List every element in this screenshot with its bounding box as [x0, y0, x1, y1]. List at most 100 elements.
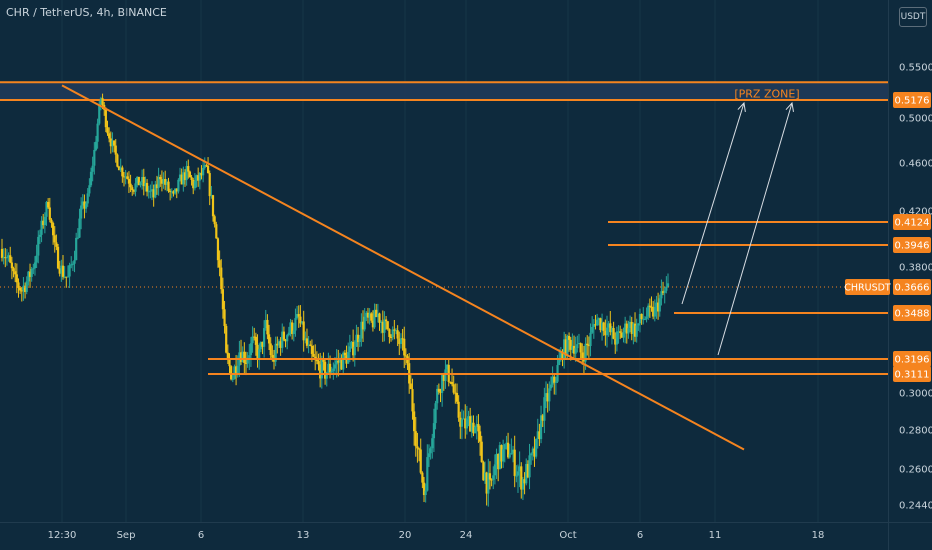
candle-body: [218, 260, 221, 268]
time-tick-label: 20: [399, 530, 412, 541]
candle-body: [569, 339, 572, 350]
candle-body: [361, 321, 365, 330]
candle-body: [4, 257, 7, 259]
candle-body: [70, 264, 73, 266]
candle-body: [523, 479, 526, 484]
candle-body: [61, 265, 65, 277]
candle-body: [56, 246, 60, 269]
candle-body: [48, 207, 51, 220]
candle-body: [236, 365, 239, 374]
candle-body: [287, 332, 290, 336]
candle-body: [193, 180, 196, 189]
candle-body: [561, 352, 564, 360]
candle-body: [508, 454, 511, 458]
candle-body: [19, 287, 22, 291]
price-tick-label: 0.2440: [899, 501, 932, 512]
candle-body: [549, 384, 553, 389]
candle-body: [401, 338, 404, 340]
price-tick-label: 0.2800: [899, 426, 932, 437]
candle-body: [637, 323, 640, 326]
price-badge-label: 0.4124: [895, 218, 930, 229]
candle-body: [20, 290, 23, 292]
candle-body: [80, 205, 83, 219]
time-tick-label: Sep: [117, 530, 136, 541]
price-badge-label: 0.3666: [895, 283, 930, 294]
candle-body: [167, 181, 170, 191]
candle-body: [173, 188, 177, 194]
candle-body: [43, 216, 46, 226]
candle-body: [652, 306, 655, 317]
price-badge: [893, 279, 931, 295]
candle-body: [665, 286, 668, 291]
currency-selector[interactable]: USDT: [899, 7, 927, 27]
symbol-badge-label: CHRUSDT: [844, 283, 891, 294]
candle-body: [572, 345, 576, 354]
time-tick-label: 11: [709, 530, 722, 541]
candle-body: [28, 271, 32, 277]
candle-body: [93, 149, 96, 166]
price-tick-label: 0.5500: [899, 63, 932, 74]
candle-body: [276, 343, 279, 346]
candle-body: [441, 374, 444, 393]
candle-body: [27, 271, 30, 282]
candle-body: [597, 318, 600, 320]
price-badge: [893, 366, 931, 382]
candle-body: [627, 328, 630, 334]
candle-body: [539, 415, 543, 440]
candle-body: [371, 320, 375, 328]
candle-body: [624, 323, 627, 333]
candle-body: [492, 475, 495, 480]
candle-body: [500, 445, 503, 462]
candle-body: [614, 338, 617, 345]
candle-body: [607, 323, 610, 328]
price-badge-label: 0.3196: [895, 355, 930, 366]
candle-body: [661, 291, 665, 293]
candle-body: [261, 341, 264, 347]
candle-body: [444, 369, 447, 381]
candle-body: [389, 336, 393, 338]
candle-body: [385, 319, 388, 322]
candle-body: [233, 366, 236, 379]
candle-body: [68, 265, 71, 277]
candle-body: [516, 471, 520, 476]
candle-body: [536, 431, 539, 439]
candle-body: [289, 322, 292, 333]
candle-body: [343, 352, 346, 356]
candle-body: [657, 302, 660, 312]
candle-body: [84, 203, 88, 209]
candle-body: [197, 175, 200, 181]
candle-body: [63, 276, 66, 278]
candle-body: [164, 179, 167, 185]
candle-body: [35, 255, 38, 263]
candle-body: [386, 321, 389, 330]
candle-body: [108, 133, 111, 139]
candle-body: [198, 173, 201, 181]
candle-body: [23, 285, 27, 292]
candle-body: [352, 341, 355, 356]
candle-body: [548, 388, 551, 402]
candle-body: [96, 123, 99, 142]
candle-body: [431, 438, 434, 449]
candle-body: [159, 176, 162, 180]
candle-body: [162, 179, 165, 184]
candle-body: [208, 173, 211, 197]
projection-arrow-head: [737, 101, 746, 112]
candle-body: [333, 364, 337, 369]
candle-body: [253, 336, 256, 338]
prz-zone-area: [0, 82, 888, 100]
candle-body: [231, 378, 234, 380]
candle-body: [101, 98, 104, 105]
price-badge: [893, 214, 931, 230]
candle-body: [358, 338, 361, 343]
candle-body: [450, 382, 454, 385]
candle-body: [660, 291, 663, 299]
candle-body: [322, 359, 325, 362]
candle-body: [439, 391, 442, 393]
candle-body: [15, 274, 18, 283]
candle-body: [121, 167, 124, 177]
descending-trendline: [61, 84, 745, 451]
candle-body: [635, 325, 638, 337]
price-tick-label: 0.5000: [899, 114, 932, 125]
